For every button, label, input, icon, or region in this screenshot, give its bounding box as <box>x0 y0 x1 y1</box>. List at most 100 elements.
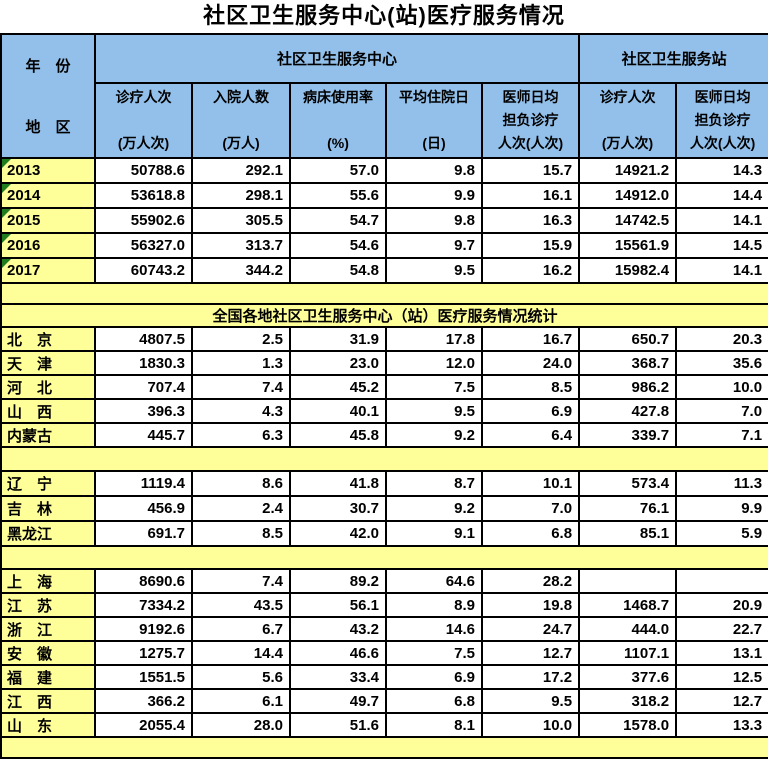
data-cell[interactable]: 55.6 <box>289 182 387 209</box>
data-cell[interactable]: 396.3 <box>94 398 193 424</box>
data-cell[interactable]: 1.3 <box>191 350 291 376</box>
data-cell[interactable]: 43.5 <box>191 592 291 618</box>
data-cell[interactable]: 427.8 <box>578 398 678 424</box>
data-cell[interactable]: 6.9 <box>480 398 581 424</box>
data-cell[interactable]: 9.7 <box>385 232 483 259</box>
data-cell[interactable]: 6.4 <box>480 422 581 448</box>
data-cell[interactable]: 15982.4 <box>578 257 678 284</box>
data-cell[interactable]: 16.3 <box>480 207 581 234</box>
data-cell[interactable]: 456.9 <box>94 495 193 522</box>
data-cell[interactable]: 6.1 <box>191 688 291 714</box>
region-cell[interactable]: 天 津 <box>0 350 96 376</box>
data-cell[interactable]: 1578.0 <box>578 712 678 738</box>
data-cell[interactable]: 318.2 <box>578 688 678 714</box>
data-cell[interactable]: 9.5 <box>385 398 483 424</box>
data-cell[interactable]: 339.7 <box>578 422 678 448</box>
data-cell[interactable]: 2.4 <box>191 495 291 522</box>
data-cell[interactable]: 45.2 <box>289 374 387 400</box>
data-cell[interactable]: 24.7 <box>480 616 581 642</box>
data-cell[interactable]: 23.0 <box>289 350 387 376</box>
data-cell[interactable]: 305.5 <box>191 207 291 234</box>
data-cell[interactable]: 7.5 <box>385 640 483 666</box>
year-cell[interactable]: 2016 <box>0 232 96 259</box>
data-cell[interactable]: 1119.4 <box>94 470 193 497</box>
data-cell[interactable]: 2055.4 <box>94 712 193 738</box>
group-header-community-center[interactable]: 社区卫生服务中心 <box>93 33 581 84</box>
data-cell[interactable]: 14.1 <box>675 257 768 284</box>
data-cell[interactable]: 2.5 <box>191 326 291 352</box>
data-cell[interactable]: 6.3 <box>191 422 291 448</box>
data-cell[interactable]: 1275.7 <box>94 640 193 666</box>
data-cell[interactable]: 16.2 <box>480 257 581 284</box>
column-header[interactable]: 入院人数 (万人) <box>191 81 291 160</box>
region-cell[interactable]: 福 建 <box>0 664 96 690</box>
data-cell[interactable]: 45.8 <box>289 422 387 448</box>
data-cell[interactable]: 9.9 <box>675 495 768 522</box>
column-header[interactable]: 平均住院日 (日) <box>385 81 483 160</box>
data-cell[interactable]: 9.5 <box>385 257 483 284</box>
data-cell[interactable]: 9.5 <box>480 688 581 714</box>
data-cell[interactable]: 46.6 <box>289 640 387 666</box>
region-cell[interactable]: 上 海 <box>0 568 96 594</box>
data-cell[interactable]: 14.6 <box>385 616 483 642</box>
data-cell[interactable]: 16.7 <box>480 326 581 352</box>
data-cell[interactable]: 54.8 <box>289 257 387 284</box>
data-cell[interactable]: 56.1 <box>289 592 387 618</box>
data-cell[interactable]: 650.7 <box>578 326 678 352</box>
data-cell[interactable]: 14742.5 <box>578 207 678 234</box>
data-cell[interactable]: 9.8 <box>385 157 483 184</box>
region-cell[interactable]: 安 徽 <box>0 640 96 666</box>
data-cell[interactable]: 40.1 <box>289 398 387 424</box>
data-cell[interactable]: 14912.0 <box>578 182 678 209</box>
data-cell[interactable]: 12.5 <box>675 664 768 690</box>
data-cell[interactable]: 35.6 <box>675 350 768 376</box>
year-cell[interactable]: 2017 <box>0 257 96 284</box>
data-cell[interactable]: 11.3 <box>675 470 768 497</box>
data-cell[interactable]: 7334.2 <box>94 592 193 618</box>
data-cell[interactable]: 12.7 <box>675 688 768 714</box>
data-cell[interactable]: 14.3 <box>675 157 768 184</box>
data-cell[interactable]: 51.6 <box>289 712 387 738</box>
data-cell[interactable]: 57.0 <box>289 157 387 184</box>
data-cell[interactable]: 13.1 <box>675 640 768 666</box>
data-cell[interactable]: 298.1 <box>191 182 291 209</box>
data-cell[interactable]: 54.6 <box>289 232 387 259</box>
data-cell[interactable]: 85.1 <box>578 520 678 547</box>
data-cell[interactable]: 7.0 <box>480 495 581 522</box>
data-cell[interactable]: 7.5 <box>385 374 483 400</box>
data-cell[interactable]: 8690.6 <box>94 568 193 594</box>
data-cell[interactable]: 1468.7 <box>578 592 678 618</box>
region-cell[interactable]: 吉 林 <box>0 495 96 522</box>
column-header[interactable]: 诊疗人次 (万人次) <box>94 81 193 160</box>
data-cell[interactable]: 707.4 <box>94 374 193 400</box>
data-cell[interactable]: 10.0 <box>480 712 581 738</box>
data-cell[interactable]: 41.8 <box>289 470 387 497</box>
data-cell[interactable]: 14.1 <box>675 207 768 234</box>
data-cell[interactable]: 8.5 <box>191 520 291 547</box>
data-cell[interactable]: 16.1 <box>480 182 581 209</box>
data-cell[interactable]: 53618.8 <box>94 182 193 209</box>
data-cell[interactable]: 9.2 <box>385 422 483 448</box>
data-cell[interactable]: 9.9 <box>385 182 483 209</box>
region-cell[interactable]: 江 苏 <box>0 592 96 618</box>
column-header[interactable]: 诊疗人次 (万人次) <box>578 81 678 160</box>
data-cell[interactable]: 1830.3 <box>94 350 193 376</box>
data-cell[interactable]: 33.4 <box>289 664 387 690</box>
data-cell[interactable]: 10.1 <box>480 470 581 497</box>
data-cell[interactable]: 986.2 <box>578 374 678 400</box>
data-cell[interactable]: 49.7 <box>289 688 387 714</box>
data-cell[interactable]: 9.1 <box>385 520 483 547</box>
data-cell[interactable]: 14.5 <box>675 232 768 259</box>
data-cell[interactable]: 6.8 <box>480 520 581 547</box>
data-cell[interactable]: 445.7 <box>94 422 193 448</box>
data-cell[interactable] <box>578 568 678 594</box>
data-cell[interactable]: 5.9 <box>675 520 768 547</box>
year-cell[interactable]: 2015 <box>0 207 96 234</box>
column-header[interactable]: 病床使用率 (%) <box>289 81 387 160</box>
region-cell[interactable]: 山 西 <box>0 398 96 424</box>
region-cell[interactable]: 辽 宁 <box>0 470 96 497</box>
data-cell[interactable]: 573.4 <box>578 470 678 497</box>
region-cell[interactable]: 北 京 <box>0 326 96 352</box>
data-cell[interactable]: 64.6 <box>385 568 483 594</box>
data-cell[interactable]: 28.0 <box>191 712 291 738</box>
